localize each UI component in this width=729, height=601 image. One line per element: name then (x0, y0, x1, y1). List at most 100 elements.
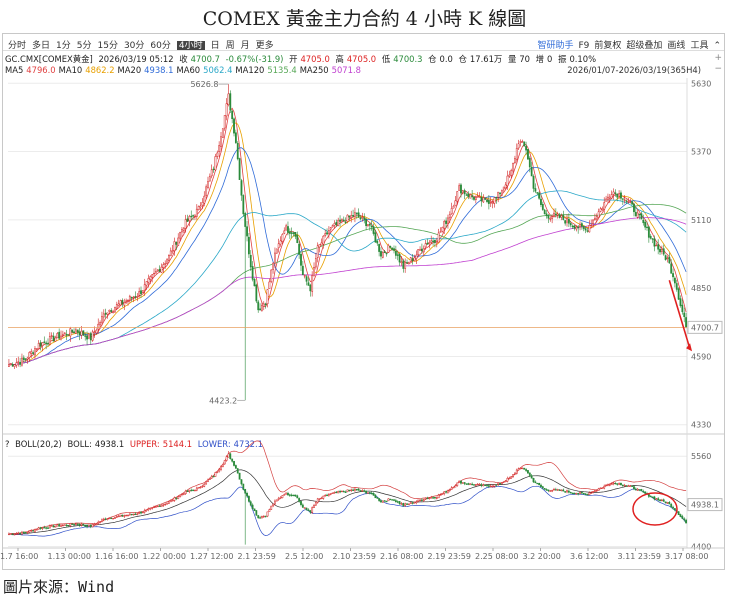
main-candle (341, 218, 343, 221)
help-icon[interactable]: ? (5, 439, 10, 449)
tool-2[interactable]: 前复权 (594, 41, 622, 51)
sub-candle (101, 519, 103, 522)
period-9[interactable]: 周 (225, 41, 235, 51)
main-candle (616, 193, 619, 198)
main-candle (41, 342, 44, 346)
sub-candle (294, 494, 297, 497)
sub-candle (445, 491, 447, 493)
sub-candle (607, 484, 609, 486)
main-candle (156, 269, 159, 272)
sub-candle (236, 468, 239, 474)
tool-1[interactable]: F9 (578, 41, 590, 51)
low-label: 低 (381, 54, 391, 64)
period-7[interactable]: 4小时 (176, 41, 205, 51)
period-1[interactable]: 多日 (32, 41, 51, 51)
main-candle (651, 238, 654, 240)
period-2[interactable]: 1分 (56, 41, 71, 51)
sub-candle (484, 484, 487, 487)
sub-candle (458, 480, 461, 483)
main-candle (143, 284, 146, 291)
tool-4[interactable]: 画线 (667, 41, 686, 51)
sub-candle (601, 487, 604, 489)
main-candle (506, 175, 509, 186)
main-candle (9, 363, 12, 366)
main-candle (547, 215, 550, 219)
main-candle (287, 226, 289, 233)
main-candle (599, 208, 602, 212)
main-candle (679, 298, 682, 306)
ma-label-1: MA10 (58, 65, 83, 75)
main-candle (272, 262, 274, 270)
tool-5[interactable]: 工具 (690, 41, 709, 51)
main-candle (171, 250, 174, 252)
sub-candle (525, 469, 527, 471)
sub-candle (385, 500, 388, 503)
sub-candle (91, 524, 94, 528)
sub-candle (553, 488, 555, 491)
sub-candle (179, 494, 181, 497)
main-candle (246, 226, 248, 237)
period-4[interactable]: 15分 (97, 41, 118, 51)
sub-candle (501, 482, 503, 485)
sub-candle (391, 499, 394, 501)
sub-candle (584, 493, 587, 495)
main-candle (566, 218, 568, 223)
sub-candle (102, 518, 105, 521)
sub-candle (642, 491, 645, 493)
main-candle (84, 335, 87, 337)
sub-candle (249, 501, 252, 506)
sub-candle (521, 467, 524, 470)
main-candle (381, 252, 384, 258)
main-candle (26, 357, 29, 360)
sub-candle (197, 486, 200, 489)
open-label: 开 (289, 54, 298, 64)
main-candle (413, 257, 416, 261)
period-11[interactable]: 更多 (255, 41, 274, 51)
sub-candle (534, 481, 537, 484)
main-candle (448, 214, 451, 219)
sub-candle (378, 498, 381, 501)
main-candle (525, 146, 527, 151)
period-5[interactable]: 30分 (123, 41, 145, 51)
main-candle (71, 329, 74, 333)
sub-candle (214, 472, 217, 477)
main-candle (380, 251, 382, 257)
x-tick-label: 1.16 16:00 (95, 552, 138, 561)
period-8[interactable]: 日 (210, 41, 220, 51)
main-candle (595, 216, 598, 220)
main-candle (584, 228, 587, 231)
main-candle (145, 281, 148, 286)
tool-3[interactable]: 超级叠加 (626, 41, 663, 51)
main-candle (257, 301, 260, 311)
tool-0[interactable]: 智研助手 (537, 41, 574, 51)
sub-candle (580, 492, 583, 494)
plus-icon[interactable]: + (714, 53, 722, 63)
sub-candle (151, 507, 154, 509)
main-candle (268, 281, 271, 289)
period-6[interactable]: 60分 (150, 41, 171, 51)
minus-icon[interactable]: − (714, 64, 722, 74)
period-3[interactable]: 5分 (76, 41, 92, 51)
main-candle (620, 192, 622, 199)
main-candle (221, 128, 224, 138)
main-candle (370, 225, 373, 228)
main-candle (301, 265, 304, 275)
sub-candle (190, 489, 193, 492)
sub-candle (659, 499, 661, 501)
sub-candle (497, 482, 500, 485)
main-candle (21, 357, 23, 366)
ma-label-3: MA60 (176, 65, 201, 75)
sub-candle (644, 491, 647, 494)
main-candle (493, 197, 496, 204)
main-candle (608, 196, 611, 199)
y-tick-label: 5370 (691, 148, 711, 157)
sub-candle (620, 482, 622, 486)
main-candle (482, 197, 485, 203)
sub-candle (389, 498, 392, 501)
main-candle (240, 180, 243, 196)
chevron-up-icon[interactable]: ⌃ (713, 41, 721, 51)
period-0[interactable]: 分时 (8, 41, 27, 51)
period-10[interactable]: 月 (240, 41, 250, 51)
main-candle (298, 243, 301, 255)
